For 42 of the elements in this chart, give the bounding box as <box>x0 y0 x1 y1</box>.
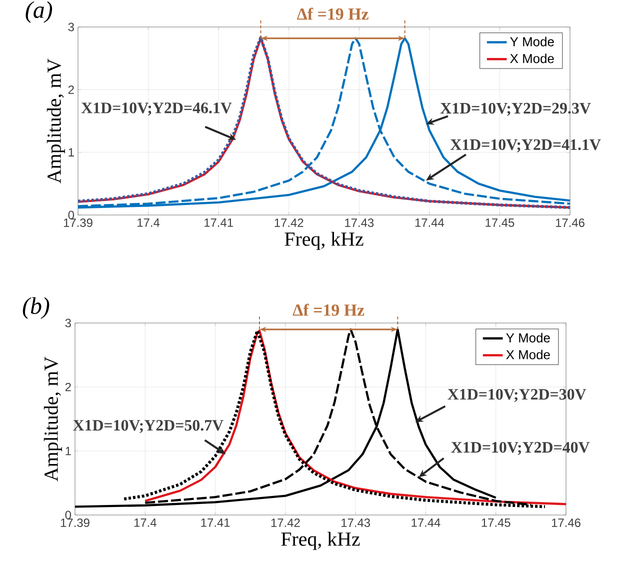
y-tick-label: 2 <box>65 382 71 392</box>
x-tick-label: 17.43 <box>342 518 370 527</box>
x-tick-label: 17.45 <box>486 218 514 227</box>
x-tick-label: 17.41 <box>201 518 230 527</box>
y-tick-label: 1 <box>68 148 74 156</box>
chart-title: (b) <box>22 297 50 319</box>
y-tick-label: 1 <box>66 446 71 456</box>
annotation: X1D=10V;Y2D=46.1V <box>81 102 232 116</box>
legend-label: X Mode <box>506 350 550 360</box>
legend-label: Y Mode <box>506 332 550 342</box>
annotation: X1D=10V;Y2D=29.3V <box>440 102 591 116</box>
x-tick-label: 17.39 <box>64 218 92 227</box>
x-tick-label: 17.41 <box>204 218 233 227</box>
x-axis-title: Freq, kHz <box>284 232 364 250</box>
x-tick-label: 17.46 <box>552 518 580 527</box>
y-tick-label: 0 <box>65 510 72 520</box>
annotation: X1D=10V;Y2D=30V <box>448 388 586 402</box>
annotation: X1D=10V;Y2D=40V <box>451 442 590 456</box>
x-tick-label: 17.43 <box>345 218 374 227</box>
annotation: X1D=10V;Y2D=50.7V <box>73 420 224 433</box>
legend-label: Y Mode <box>510 36 554 46</box>
text: Δf =19 Hz <box>297 8 368 20</box>
x-tick-label: 17.42 <box>271 518 300 527</box>
y-tick-label: 3 <box>65 318 71 328</box>
x-tick-label: 17.4 <box>138 218 160 227</box>
y-tick-label: 3 <box>68 22 74 32</box>
x-tick-label: 17.44 <box>412 518 440 527</box>
x-tick-label: 17.46 <box>556 218 584 227</box>
legend-label: X Mode <box>510 54 554 64</box>
y-tick-label: 2 <box>68 85 74 94</box>
x-tick-label: 17.44 <box>415 218 444 227</box>
x-tick-label: 17.42 <box>274 218 304 227</box>
annotation: X1D=10V;Y2D=41.1V <box>450 139 601 152</box>
y-axis-title: Amplitude, mV <box>46 58 65 184</box>
x-axis-title: Freq, kHz <box>281 532 360 550</box>
chart-title: (a) <box>26 1 52 23</box>
y-tick-label: 0 <box>68 210 74 220</box>
text: Δf =19 Hz <box>292 304 364 316</box>
x-tick-label: 17.39 <box>60 518 90 527</box>
y-axis-title: Amplitude, mV <box>44 356 62 482</box>
x-tick-label: 17.45 <box>482 518 510 527</box>
x-tick-label: 17.4 <box>134 518 156 527</box>
